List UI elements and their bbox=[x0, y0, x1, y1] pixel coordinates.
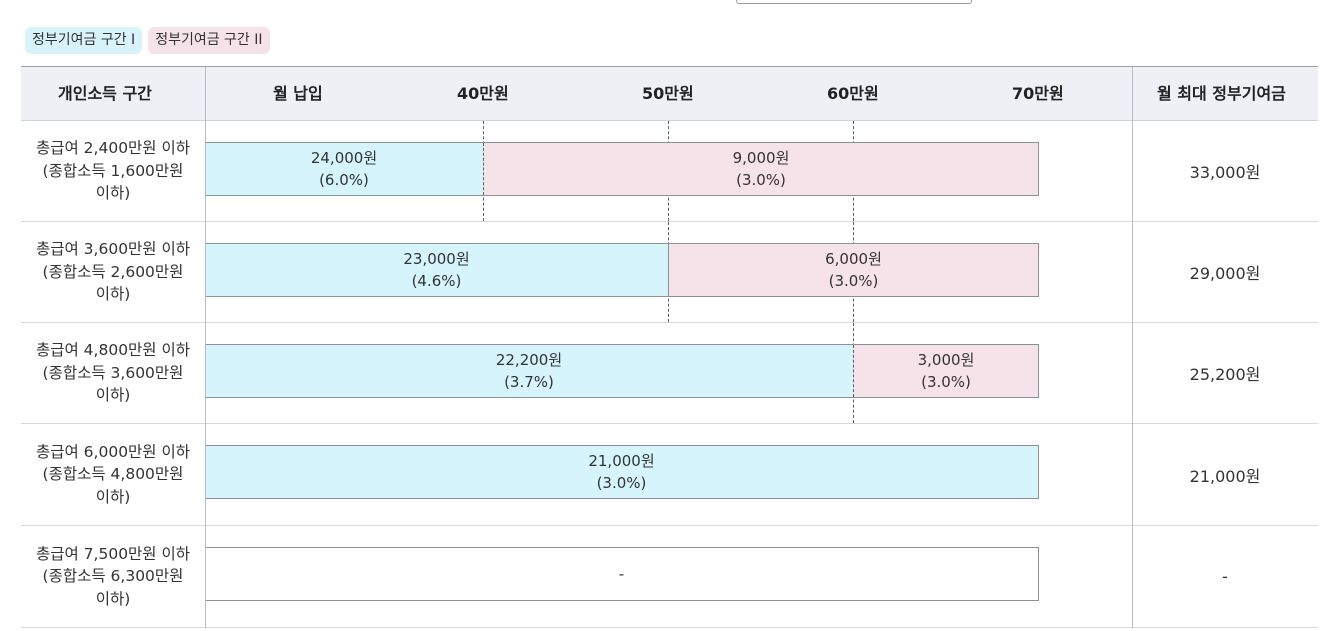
table-row: 총급여 2,400만원 이하 (종합소득 1,600만원 이하) 24,000원… bbox=[21, 121, 1318, 222]
income-line: 총급여 4,800만원 이하 bbox=[35, 341, 191, 360]
header-monthly-payment: 월 납입 bbox=[273, 84, 323, 103]
column-divider bbox=[1132, 67, 1133, 628]
contribution-bar: 24,000원 (6.0%) 9,000원 (3.0%) bbox=[205, 142, 1039, 196]
tier1-amount: 21,000원 bbox=[588, 452, 655, 470]
tier1-amount: 22,200원 bbox=[495, 351, 563, 369]
income-line: 이하) bbox=[95, 285, 131, 304]
income-line: 이하) bbox=[95, 386, 131, 405]
contribution-bar: 21,000원 (3.0%) bbox=[205, 445, 1039, 499]
income-line: 이하) bbox=[95, 589, 131, 608]
income-range-cell: 총급여 3,600만원 이하 (종합소득 2,600만원 이하) bbox=[21, 222, 205, 322]
income-range-cell: 총급여 4,800만원 이하 (종합소득 3,600만원 이하) bbox=[21, 323, 205, 423]
tier2-segment: 6,000원 (3.0%) bbox=[668, 244, 1038, 296]
tier2-segment: 9,000원 (3.0%) bbox=[483, 143, 1038, 195]
income-range-cell: 총급여 6,000만원 이하 (종합소득 4,800만원 이하) bbox=[21, 424, 205, 525]
tier2-segment: 3,000원 (3.0%) bbox=[853, 345, 1038, 397]
tier2-rate: (3.0%) bbox=[736, 171, 786, 189]
tier1-amount: 23,000원 bbox=[403, 250, 470, 268]
income-line: (종합소득 1,600만원 bbox=[42, 161, 184, 180]
table-row: 총급여 4,800만원 이하 (종합소득 3,600만원 이하) 22,200원… bbox=[21, 323, 1318, 424]
income-line: 총급여 3,600만원 이하 bbox=[35, 240, 191, 259]
tier1-segment: 22,200원 (3.7%) bbox=[205, 345, 853, 397]
tier1-segment: 24,000원 (6.0%) bbox=[205, 143, 483, 195]
income-line: 이하) bbox=[95, 487, 131, 506]
tier2-rate: (3.0%) bbox=[828, 272, 879, 290]
income-line: (종합소득 4,800만원 bbox=[42, 465, 184, 484]
max-contribution-cell: - bbox=[1222, 567, 1228, 586]
max-contribution-cell: 33,000원 bbox=[1189, 163, 1261, 182]
header-tick-70: 70만원 bbox=[1012, 84, 1064, 103]
income-line: 총급여 2,400만원 이하 bbox=[35, 139, 191, 158]
legend: 정부기여금 구간 I 정부기여금 구간 II bbox=[25, 27, 270, 54]
tier2-amount: 9,000원 bbox=[732, 149, 790, 167]
column-divider bbox=[205, 67, 206, 628]
no-contribution-segment: - bbox=[205, 548, 1038, 600]
legend-tier2: 정부기여금 구간 II bbox=[148, 27, 270, 54]
tier1-rate: (3.7%) bbox=[504, 373, 554, 391]
government-contribution-table: 개인소득 구간 월 납입 40만원 50만원 60만원 70만원 월 최대 정부… bbox=[21, 66, 1318, 628]
max-contribution-cell: 29,000원 bbox=[1189, 264, 1261, 283]
header-income-range: 개인소득 구간 bbox=[58, 84, 152, 103]
tier1-rate: (4.6%) bbox=[411, 272, 462, 290]
tier2-amount: 3,000원 bbox=[917, 351, 975, 369]
tier1-rate: (6.0%) bbox=[319, 171, 369, 189]
header-max-contribution: 월 최대 정부기여금 bbox=[1157, 84, 1286, 103]
income-line: 총급여 6,000만원 이하 bbox=[35, 442, 191, 461]
table-row: 총급여 3,600만원 이하 (종합소득 2,600만원 이하) 23,000원… bbox=[21, 222, 1318, 323]
tier1-segment: 21,000원 (3.0%) bbox=[205, 446, 1038, 498]
income-range-cell: 총급여 7,500만원 이하 (종합소득 6,300만원 이하) bbox=[21, 526, 205, 627]
income-range-cell: 총급여 2,400만원 이하 (종합소득 1,600만원 이하) bbox=[21, 121, 205, 221]
table-row: 총급여 6,000만원 이하 (종합소득 4,800만원 이하) 21,000원… bbox=[21, 424, 1318, 526]
tier2-rate: (3.0%) bbox=[921, 373, 971, 391]
table-row: 총급여 7,500만원 이하 (종합소득 6,300만원 이하) - - bbox=[21, 526, 1318, 628]
legend-tier1: 정부기여금 구간 I bbox=[25, 27, 143, 54]
income-line: (종합소득 2,600만원 bbox=[42, 262, 184, 281]
header-tick-50: 50만원 bbox=[642, 84, 694, 103]
contribution-bar: 22,200원 (3.7%) 3,000원 (3.0%) bbox=[205, 344, 1039, 398]
header-tick-40: 40만원 bbox=[457, 84, 509, 103]
income-line: (종합소득 6,300만원 bbox=[42, 567, 184, 586]
max-contribution-cell: 21,000원 bbox=[1189, 466, 1261, 486]
header-tick-60: 60만원 bbox=[827, 84, 879, 103]
tier1-segment: 23,000원 (4.6%) bbox=[205, 244, 668, 296]
income-line: 이하) bbox=[95, 184, 131, 203]
top-bracket-decoration bbox=[736, 0, 972, 4]
table-header: 개인소득 구간 월 납입 40만원 50만원 60만원 70만원 월 최대 정부… bbox=[21, 67, 1318, 121]
tier1-rate: (3.0%) bbox=[596, 474, 647, 492]
max-contribution-cell: 25,200원 bbox=[1189, 365, 1261, 384]
tier1-amount: 24,000원 bbox=[310, 149, 378, 167]
income-line: 총급여 7,500만원 이하 bbox=[35, 544, 191, 563]
contribution-bar: - bbox=[205, 547, 1039, 601]
income-line: (종합소득 3,600만원 bbox=[42, 363, 184, 382]
no-contribution-label: - bbox=[618, 565, 625, 583]
contribution-bar: 23,000원 (4.6%) 6,000원 (3.0%) bbox=[205, 243, 1039, 297]
tier2-amount: 6,000원 bbox=[825, 250, 882, 268]
